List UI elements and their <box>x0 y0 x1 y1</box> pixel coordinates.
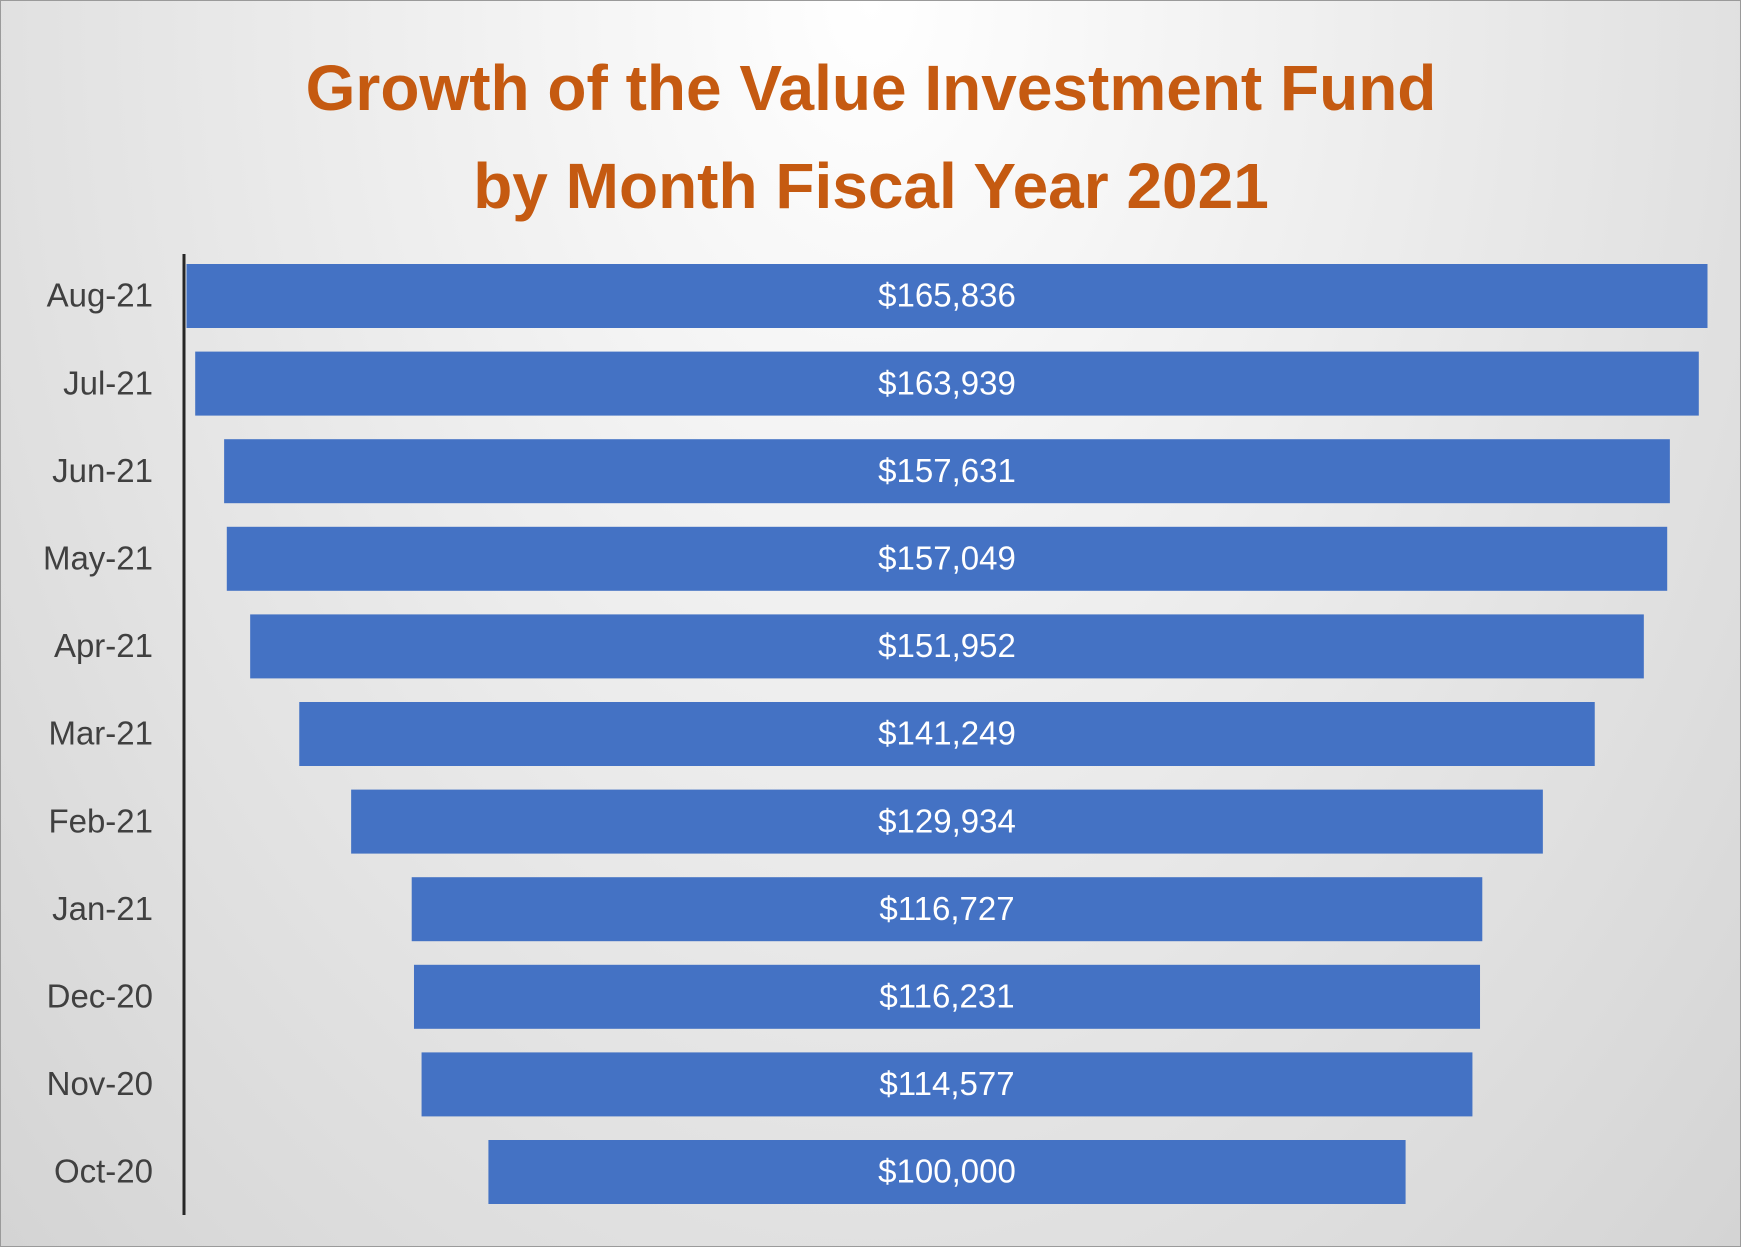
category-label: Jan-21 <box>52 890 153 927</box>
bar <box>195 351 1699 416</box>
value-label: $116,727 <box>879 890 1014 927</box>
value-label: $114,577 <box>879 1065 1014 1102</box>
value-label: $157,631 <box>878 452 1016 489</box>
bar <box>226 526 1668 591</box>
category-label: Mar-21 <box>48 715 153 752</box>
category-label: Oct-20 <box>54 1153 153 1190</box>
bar <box>186 264 1708 328</box>
value-label: $157,049 <box>878 540 1016 577</box>
category-label: May-21 <box>43 540 153 577</box>
category-label: Aug-21 <box>47 277 153 314</box>
value-label: $151,952 <box>878 627 1016 664</box>
category-label: Apr-21 <box>54 627 153 664</box>
bar <box>488 1140 1406 1204</box>
bar <box>250 614 1644 679</box>
bar <box>411 877 1483 942</box>
category-label: Feb-21 <box>48 802 153 839</box>
category-label: Dec-20 <box>47 978 153 1015</box>
category-label: Jun-21 <box>52 452 153 489</box>
value-label: $100,000 <box>878 1153 1016 1190</box>
bar <box>351 789 1543 854</box>
chart-title: Growth of the Value Investment Fund by M… <box>305 52 1437 222</box>
value-label: $163,939 <box>878 364 1016 401</box>
value-label: $129,934 <box>878 802 1016 839</box>
bar <box>224 439 1670 504</box>
category-label: Nov-20 <box>47 1065 153 1102</box>
value-label: $141,249 <box>878 715 1016 752</box>
bar <box>413 964 1481 1029</box>
value-label: $116,231 <box>879 978 1014 1015</box>
category-label: Jul-21 <box>63 364 153 401</box>
value-label: $165,836 <box>878 277 1016 314</box>
bar <box>299 702 1595 766</box>
bar <box>421 1052 1473 1117</box>
